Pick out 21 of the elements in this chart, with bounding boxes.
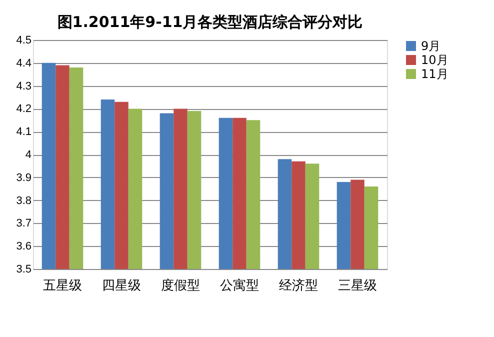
y-tick-label: 4.3 xyxy=(16,80,32,92)
y-tick-label: 3.7 xyxy=(16,218,32,230)
x-tick-label: 三星级 xyxy=(338,278,377,292)
y-tick-label: 4.1 xyxy=(16,126,32,138)
y-tick-label: 3.9 xyxy=(16,172,32,184)
legend-label: 11月 xyxy=(421,67,448,81)
x-tick-label: 度假型 xyxy=(161,278,200,292)
x-tick-label: 四星级 xyxy=(102,278,141,292)
x-tick-label: 公寓型 xyxy=(220,278,259,292)
x-tick-label: 五星级 xyxy=(43,278,82,292)
y-tick-label: 4.4 xyxy=(16,57,32,70)
y-tick-label: 3.6 xyxy=(16,240,32,253)
chart-title: 图1.2011年9-11月各类型酒店综合评分对比 xyxy=(57,13,363,31)
y-tick-label: 3.5 xyxy=(16,264,32,276)
y-tick-label: 4.5 xyxy=(16,34,32,46)
legend-label: 9月 xyxy=(421,39,441,53)
y-tick-label: 4.2 xyxy=(16,103,32,116)
y-tick-label: 4 xyxy=(25,149,32,161)
y-tick-label: 3.8 xyxy=(16,194,32,207)
x-tick-label: 经济型 xyxy=(279,278,318,292)
legend-label: 10月 xyxy=(421,53,448,67)
